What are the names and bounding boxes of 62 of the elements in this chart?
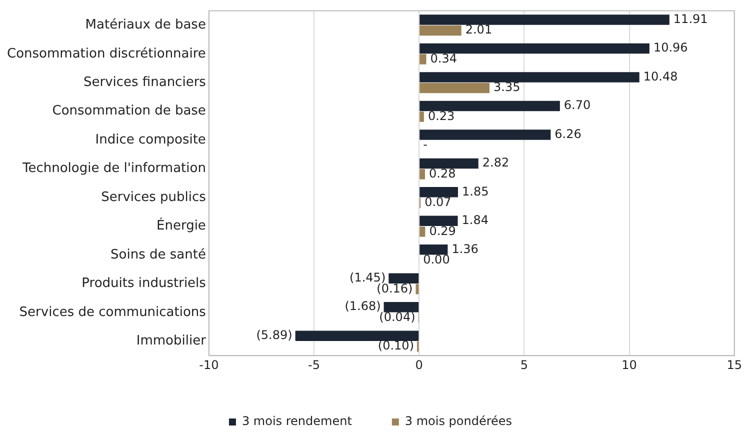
x-tick-label: -5 bbox=[308, 358, 320, 372]
data-label: 0.07 bbox=[424, 195, 452, 210]
y-tick-label: Services financiers bbox=[83, 75, 206, 90]
data-label: 1.36 bbox=[452, 242, 478, 256]
data-label: (5.89) bbox=[256, 328, 292, 342]
data-label: 0.00 bbox=[423, 252, 450, 267]
bar bbox=[420, 244, 448, 255]
data-label: 2.82 bbox=[482, 156, 510, 170]
bar bbox=[420, 43, 650, 54]
bar bbox=[416, 284, 419, 294]
bar bbox=[420, 187, 458, 198]
y-tick-label: Produits industriels bbox=[82, 276, 206, 292]
data-label: 10.48 bbox=[643, 69, 678, 84]
bar bbox=[420, 112, 424, 122]
bar bbox=[420, 72, 640, 82]
data-label: 2.01 bbox=[465, 22, 492, 37]
x-tick-label: -10 bbox=[199, 358, 219, 372]
x-tick-label: 5 bbox=[520, 358, 528, 372]
legend-label: 3 mois pondérées bbox=[404, 414, 512, 428]
x-tick-label: 15 bbox=[726, 358, 742, 372]
data-label: 6.70 bbox=[564, 98, 591, 112]
y-tick-label: Énergie bbox=[156, 216, 206, 234]
data-label: 1.84 bbox=[462, 213, 488, 228]
bar bbox=[420, 25, 462, 36]
data-label: 6.26 bbox=[554, 126, 582, 141]
y-tick-label: Immobilier bbox=[136, 334, 207, 349]
y-tick-label: Matériaux de base bbox=[85, 18, 206, 33]
data-label: (1.68) bbox=[344, 299, 381, 314]
bar bbox=[295, 330, 419, 341]
bar bbox=[388, 273, 419, 284]
data-label: 0.34 bbox=[430, 51, 457, 66]
text: - bbox=[423, 138, 428, 152]
data-label: (0.04) bbox=[379, 310, 416, 324]
data-label: 3.35 bbox=[494, 80, 520, 94]
y-tick-label: Services publics bbox=[101, 190, 206, 205]
bar bbox=[420, 54, 426, 64]
data-label: (1.45) bbox=[350, 270, 386, 285]
data-label: 0.23 bbox=[428, 108, 455, 123]
data-label: 11.91 bbox=[673, 12, 708, 26]
data-label: 1.85 bbox=[462, 184, 489, 198]
y-tick-label: Consommation de base bbox=[52, 104, 206, 119]
data-label: 0.29 bbox=[429, 224, 456, 238]
y-tick-label: Consommation discrétionnaire bbox=[6, 46, 206, 62]
bar bbox=[420, 14, 670, 25]
legend-label: 3 mois rendement bbox=[242, 414, 352, 428]
bar bbox=[420, 82, 490, 94]
y-tick-label: Indice composite bbox=[95, 132, 206, 148]
bar bbox=[420, 130, 551, 140]
y-tick-label: Technologie de l'information bbox=[21, 161, 206, 176]
bar bbox=[420, 100, 560, 112]
y-tick-label: Soins de santé bbox=[110, 247, 206, 262]
bar bbox=[384, 302, 419, 312]
bar bbox=[420, 158, 478, 169]
bar bbox=[420, 169, 425, 180]
bar bbox=[420, 216, 458, 226]
data-label: 10.96 bbox=[653, 40, 688, 55]
data-label: (0.10) bbox=[378, 338, 414, 353]
y-tick-label: Services de communications bbox=[19, 304, 206, 320]
bar bbox=[420, 226, 426, 237]
x-tick-label: 10 bbox=[622, 358, 637, 372]
x-tick-label: 0 bbox=[415, 358, 423, 372]
data-label: 0.28 bbox=[428, 166, 456, 180]
